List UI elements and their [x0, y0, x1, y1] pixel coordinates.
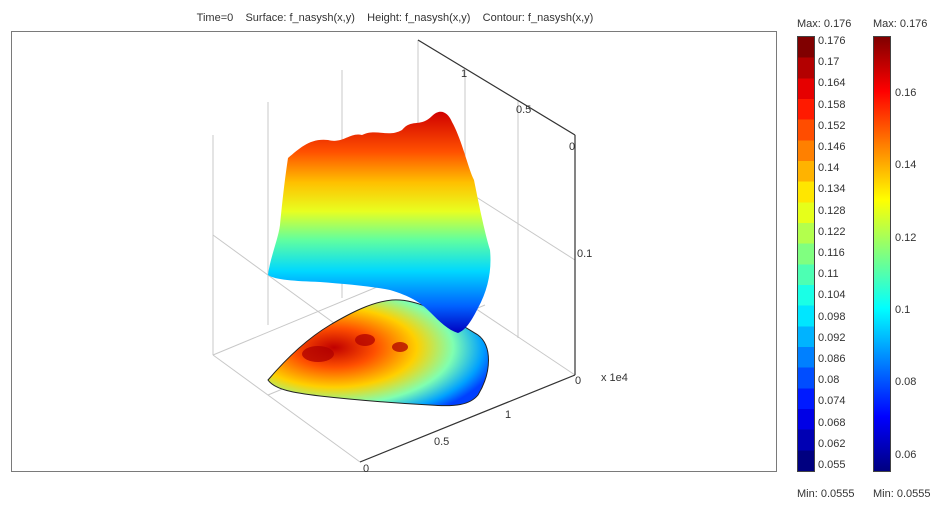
colorbar-surface-tick: 0.152 [818, 119, 846, 132]
colorbar-surface-tick: 0.074 [818, 395, 846, 408]
x-tick-0.5: 0.5 [434, 436, 449, 448]
z-tick-0.1: 0.1 [577, 248, 592, 260]
colorbar-contour-max: Max: 0.176 [873, 18, 928, 30]
z-tick-0: 0 [575, 375, 581, 387]
contour-hotspots [302, 334, 408, 362]
colorbar-surface-tick: 0.158 [818, 98, 846, 111]
colorbar-surface-tick: 0.092 [818, 331, 846, 344]
colorbar-contour-tick: 0.1 [895, 303, 911, 316]
axis-ticks: 1 0.5 0 0.1 0 x 1e4 1 0.5 0 [363, 68, 628, 475]
tick-top-1: 1 [461, 68, 467, 80]
colorbar-surface-tick: 0.098 [818, 310, 846, 323]
tick-top-0.5: 0.5 [516, 104, 531, 116]
colorbar-contour-tick: 0.08 [895, 376, 917, 389]
colorbar-surface-tick: 0.17 [818, 56, 840, 69]
height-surface [268, 111, 491, 333]
colorbar-surface-tick: 0.176 [818, 35, 846, 47]
colorbar-surface-tick: 0.11 [818, 268, 839, 281]
colorbar-surface-tick: 0.146 [818, 141, 846, 153]
colorbar-surface-tick: 0.104 [818, 289, 846, 302]
colorbar-surface-tick: 0.14 [818, 162, 840, 175]
colorbar-surface-tick: 0.128 [818, 204, 846, 217]
colorbar-contour-tick: 0.14 [895, 159, 917, 172]
x-tick-1: 1 [505, 409, 511, 421]
colorbar-surface-tick: 0.116 [818, 247, 845, 259]
colorbar-surface-tick: 0.164 [818, 77, 846, 90]
plot-frame [11, 31, 777, 472]
colorbar-contour-tick: 0.12 [895, 231, 917, 244]
axis-lines [359, 39, 576, 463]
z-tick-0-top: 0 [569, 141, 575, 153]
colorbar-surface-min: Min: 0.0555 [797, 488, 855, 500]
colorbar-surface-tick: 0.068 [818, 416, 846, 429]
plot-title: Time=0 Surface: f_nasysh(x,y) Height: f_… [196, 12, 594, 24]
scale-label: x 1e4 [601, 372, 628, 384]
x-tick-0: 0 [363, 463, 369, 475]
colorbar-surface-tick: 0.134 [818, 183, 846, 196]
colorbar-surface-tick: 0.062 [818, 437, 846, 450]
colorbar-surface-tick: 0.055 [818, 459, 846, 471]
colorbar-contour-tick: 0.16 [895, 86, 917, 99]
colorbar-contour [873, 36, 891, 472]
colorbar-surface-tick: 0.086 [818, 353, 846, 365]
colorbar-surface-tick: 0.08 [818, 374, 840, 387]
contour-projection [267, 299, 489, 407]
colorbar-surface-tick: 0.122 [818, 225, 846, 238]
colorbar-surface-max: Max: 0.176 [797, 18, 852, 30]
colorbar-surface [797, 36, 815, 472]
colorbar-contour-min: Min: 0.0555 [873, 488, 931, 500]
colorbar-contour-tick: 0.06 [895, 448, 917, 461]
